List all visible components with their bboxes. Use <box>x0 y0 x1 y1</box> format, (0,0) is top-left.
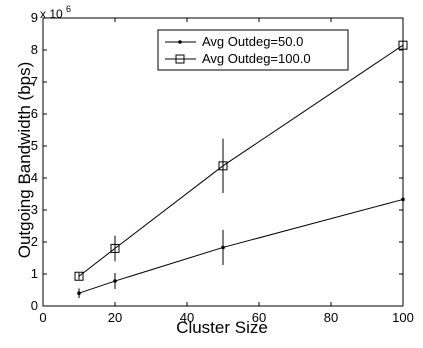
x-tick-label-2: 40 <box>180 310 194 325</box>
legend-marker-2 <box>175 54 185 64</box>
series-line-2 <box>78 44 404 277</box>
legend-label-1: Avg Outdeg=50.0 <box>202 34 303 49</box>
y-tick-label-4: 4 <box>31 170 38 185</box>
axes: 0 20 40 60 80 100 0 1 2 3 4 5 6 7 8 9 <box>31 10 414 325</box>
x-tick-label-4: 80 <box>324 310 338 325</box>
x-axis-title: Cluster Size <box>176 318 268 337</box>
plot-frame <box>42 17 404 307</box>
legend-entry-2: Avg Outdeg=100.0 <box>165 51 311 66</box>
y-tick-label-9: 9 <box>31 10 38 25</box>
y-axis-title: Outgoing Bandwidth (bps) <box>15 62 34 259</box>
series-1 <box>77 197 405 298</box>
y-axis-multiplier-exponent: 6 <box>66 4 71 14</box>
data-point-2-2 <box>110 243 120 253</box>
y-tick-label-6: 6 <box>31 106 38 121</box>
y-axis-multiplier-base: x 10 <box>40 7 63 21</box>
legend-box <box>157 29 349 71</box>
data-point-1-4 <box>401 197 405 202</box>
y-axis-multiplier: x 10 6 <box>40 4 71 21</box>
x-tick-label-3: 60 <box>252 310 266 325</box>
y-tick-label-1: 1 <box>31 266 38 281</box>
x-tick-label-0: 0 <box>39 310 46 325</box>
data-point-1-2 <box>113 279 117 283</box>
x-tick-label-5: 100 <box>392 310 414 325</box>
data-point-1-3 <box>221 245 225 250</box>
legend-label-2: Avg Outdeg=100.0 <box>202 51 311 66</box>
y-tick-label-7: 7 <box>31 74 38 89</box>
data-point-2-1 <box>74 271 84 281</box>
data-point-1-1 <box>77 291 81 296</box>
data-point-2-3 <box>218 161 228 171</box>
legend: Avg Outdeg=50.0 Avg Outdeg=100.0 <box>157 29 349 71</box>
legend-marker-1 <box>178 40 182 44</box>
y-tick-label-5: 5 <box>31 138 38 153</box>
series-line-1 <box>78 198 404 294</box>
y-tick-label-3: 3 <box>31 202 38 217</box>
y-tick-label-0: 0 <box>31 298 38 313</box>
y-tick-label-8: 8 <box>31 42 38 57</box>
legend-entry-1: Avg Outdeg=50.0 <box>165 34 303 49</box>
series-2 <box>74 40 408 281</box>
y-tick-label-2: 2 <box>31 234 38 249</box>
x-tick-label-1: 20 <box>108 310 122 325</box>
plot-series <box>74 40 408 298</box>
data-point-2-4 <box>398 40 408 50</box>
